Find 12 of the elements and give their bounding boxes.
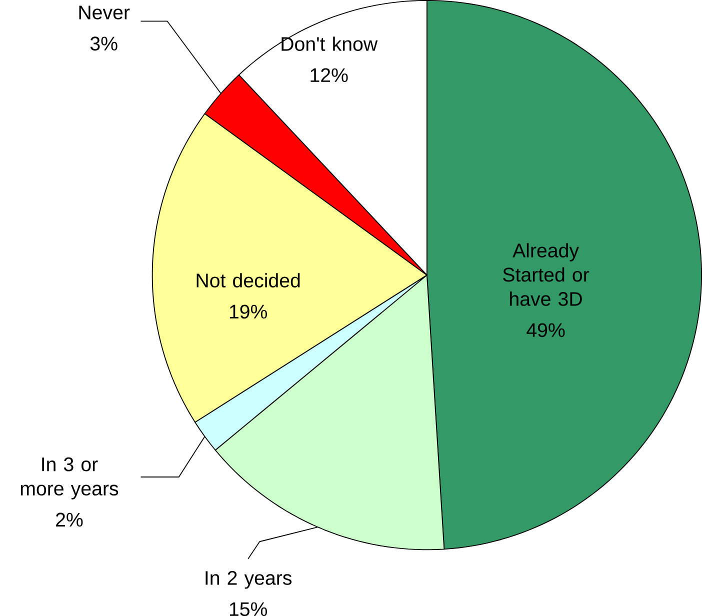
slice-label: In 2 years [206,570,292,589]
slice-label: Never [79,6,130,20]
data-label: 2% [56,512,83,527]
slice-label: Not decided [196,273,300,288]
data-label: 19% [230,304,268,319]
data-label: 12% [310,68,348,82]
slice-label: In 3 or more years [20,457,118,500]
slice-label: Don't know [282,36,378,51]
slice-label: Already Started or have 3D [503,243,590,306]
data-label: 15% [230,602,268,616]
data-label: 49% [526,323,565,338]
data-label: 3% [90,36,118,51]
